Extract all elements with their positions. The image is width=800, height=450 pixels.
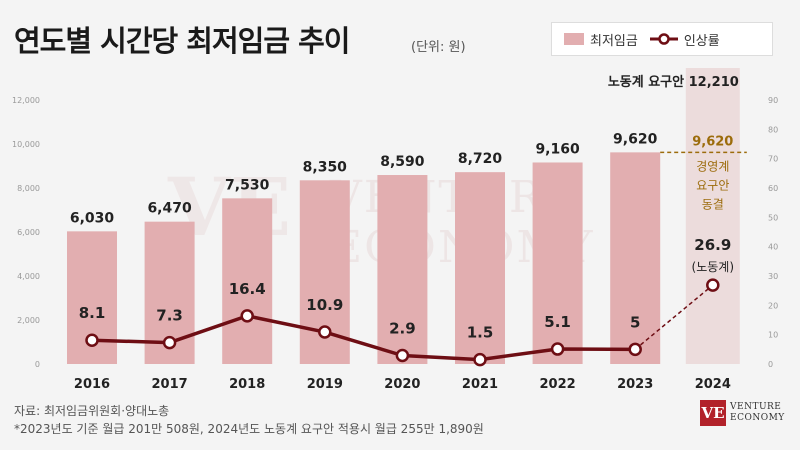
rate-label-2017: 7.3 [156,307,183,325]
rate-label-2022: 5.1 [544,313,571,331]
bar-2023 [610,152,661,364]
employer-demand-note: 동결 [702,197,724,211]
left-axis-tick: 4,000 [17,272,40,281]
employer-demand-value: 9,620 [692,134,733,149]
unit-label: (단위: 원) [411,40,466,55]
x-tick-2024: 2024 [695,377,731,392]
right-axis-tick: 70 [768,155,778,164]
legend-bar-label: 최저임금 [590,33,638,49]
x-axis-labels: 2016 2017 2018 2019 2020 2021 2022 2023 2024 [74,377,731,392]
legend: 최저임금 인상률 [551,22,773,56]
logo-mark: VE [700,400,726,426]
legend-item-bar: 최저임금 [564,30,638,49]
highlight-column-layer [685,68,740,364]
bar-labels-layer: 6,030 6,470 7,530 8,350 8,590 8,720 9,160 9,620 [70,131,658,226]
left-axis-tick: 0 [35,360,40,369]
x-tick-2023: 2023 [617,377,653,392]
chart-title: 연도별 시간당 최저임금 추이 [14,24,350,58]
right-axis-tick: 40 [768,243,778,252]
bar-label-2020: 8,590 [380,154,425,170]
bar-2021 [455,172,505,364]
rate-label-2016: 8.1 [79,304,106,322]
labor-rate-note: (노동계) [692,260,734,274]
line-layer: 8.1 7.3 16.4 10.9 2.9 1.5 5.1 5 26.9 (노동계) [79,236,734,367]
x-tick-2017: 2017 [152,377,188,392]
rate-label-2019: 10.9 [306,296,343,314]
bar-label-2017: 6,470 [147,201,192,217]
left-axis-tick: 10,000 [12,140,40,149]
logo-text: VENTURE ECONOMY [730,402,785,424]
legend-line-label: 인상률 [683,33,720,49]
rate-label-2023: 5 [630,313,640,331]
bar-2022 [532,162,583,364]
rate-point-2023 [628,342,642,357]
rate-point-2022 [550,342,565,356]
publisher-logo: VE VENTURE ECONOMY [700,400,785,426]
bar-label-2023: 9,620 [613,131,658,147]
employer-demand-note: 경영계 [696,159,729,173]
right-axis-tick: 90 [768,96,778,105]
source-note: 자료: 최저임금위원회·양대노총 [14,404,170,418]
bar-label-2022: 9,160 [535,141,580,157]
rate-line-projection [634,284,714,350]
bar-2020 [377,175,428,364]
left-axis-tick: 6,000 [17,228,40,237]
labor-demand-label: 노동계 요구안 12,210 [608,74,739,90]
right-axis-tick: 50 [768,213,778,222]
right-axis: 0 10 20 30 40 50 60 70 80 90 [768,96,778,369]
rate-point-2024 [706,278,720,292]
legend-line-swatch [649,33,678,45]
bar-label-2021: 8,720 [458,151,503,167]
rate-point-2019 [318,325,332,339]
right-axis-tick: 20 [768,301,778,310]
rate-label-2021: 1.5 [467,324,494,342]
x-tick-2021: 2021 [462,377,498,392]
bar-2018 [222,198,273,364]
right-axis-tick: 30 [768,272,778,281]
left-axis-tick: 8,000 [17,184,40,193]
rate-point-2020 [395,348,410,363]
rate-line [91,314,636,362]
rate-point-2018 [240,309,254,323]
x-tick-2018: 2018 [229,377,265,392]
bar-label-2018: 7,530 [225,177,270,193]
x-tick-2020: 2020 [384,377,420,392]
bar-label-2016: 6,030 [70,210,115,226]
rate-point-2017 [162,335,177,350]
x-tick-2022: 2022 [540,377,576,392]
logo-line1: VENTURE [730,402,782,412]
logo-line2: ECONOMY [730,413,785,423]
legend-item-line: 인상률 [649,30,720,49]
left-axis: 0 2,000 4,000 6,000 8,000 10,000 12,000 [12,96,40,369]
right-axis-tick: 0 [768,360,773,369]
right-axis-tick: 60 [768,184,778,193]
left-axis-tick: 2,000 [17,316,40,325]
x-tick-2016: 2016 [74,377,110,392]
legend-bar-swatch [564,33,584,45]
rate-label-2018: 16.4 [229,280,266,298]
employer-demand-note: 요구안 [696,178,729,192]
rate-label-2024: 26.9 [694,236,731,254]
footnote: *2023년도 기준 월급 201만 508원, 2024년도 노동계 요구안 … [14,422,484,436]
bar-label-2019: 8,350 [303,159,348,175]
right-axis-tick: 80 [768,125,778,134]
rate-point-2021 [473,352,487,367]
rate-label-2020: 2.9 [389,319,416,337]
left-axis-tick: 12,000 [12,96,40,105]
right-axis-tick: 10 [768,331,778,340]
highlight-column-2024 [685,68,740,364]
rate-point-2016 [85,333,99,347]
x-tick-2019: 2019 [307,377,343,392]
